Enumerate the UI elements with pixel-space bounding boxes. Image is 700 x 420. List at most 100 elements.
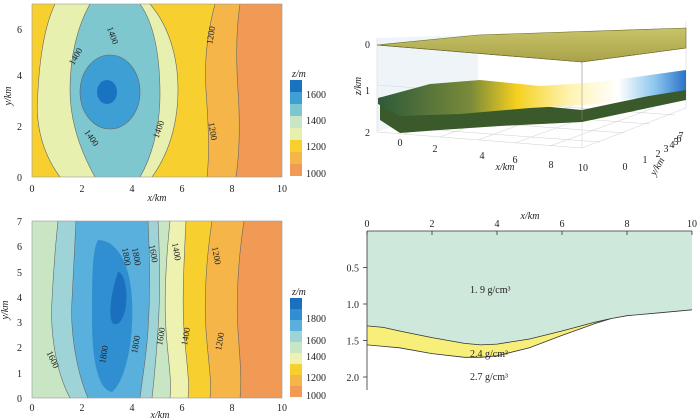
x-tick: 10 (277, 403, 287, 414)
y-tick: 0 (623, 162, 628, 173)
contour-label: 1600 (147, 244, 160, 264)
colorbar-tick: 1200 (306, 142, 326, 153)
zone-1700 (97, 80, 117, 104)
y-tick: 2 (17, 122, 22, 133)
y-tick: 1.0 (347, 300, 360, 311)
y-tick: 4 (17, 71, 22, 82)
zone-1900 (110, 272, 127, 325)
z-tick: 1 (365, 86, 370, 97)
x-tick: 4 (130, 184, 135, 195)
y-tick: 3 (17, 318, 22, 329)
x-axis-label: x/km (150, 410, 170, 420)
y-tick: 3 (664, 144, 669, 155)
colorbar-swatch (290, 152, 302, 164)
contour-label: 1400 (179, 326, 192, 346)
y-axis-ticks: 0.5 1.0 1.5 2.0 (347, 264, 367, 384)
x-tick: 0 (30, 184, 35, 195)
x-tick: 4 (495, 219, 500, 230)
layer-1.9 (367, 231, 692, 345)
z-tick: 2 (365, 128, 370, 139)
3d-model: 0 1 2 z/km 0 2 4 6 8 10 x/km 0 1 2 3 4 5… (353, 22, 687, 179)
x-tick: 4 (130, 403, 135, 414)
layer-label: 2.7 g/cm³ (470, 372, 508, 383)
layer-2.4 (367, 318, 611, 358)
y-tick: 2.0 (347, 373, 360, 384)
y-tick: 0 (17, 173, 22, 184)
colorbar-swatch (290, 342, 302, 353)
y-tick: 5 (674, 137, 679, 148)
layer-label: 2.4 g/cm³ (470, 349, 508, 360)
x-axis-label: x/km (520, 211, 540, 222)
y-tick: 7 (17, 217, 22, 228)
y-tick: 6 (17, 25, 22, 36)
colorbar-top: z/m 1600 1400 1200 1000 (290, 69, 326, 180)
y-tick: 4 (670, 140, 675, 151)
y-axis-bottom: 0 1 2 3 4 5 6 7 y/km (0, 217, 22, 405)
x-tick: 8 (549, 160, 554, 171)
z-tick: 0 (365, 40, 370, 51)
colorbar-swatch (290, 331, 302, 342)
colorbar-swatch (290, 140, 302, 152)
x-tick: 0 (30, 403, 35, 414)
3d-x-axis: 0 2 4 6 8 10 x/km (398, 138, 589, 174)
colorbar-swatch (290, 104, 302, 116)
contour-fill-bottom (32, 221, 282, 398)
y-tick: 6 (677, 134, 682, 145)
x-tick: 6 (560, 219, 565, 230)
y-tick: 1 (17, 369, 22, 380)
y-tick: 7 (679, 131, 684, 142)
colorbar-tick: 1600 (306, 336, 326, 347)
x-tick: 0 (398, 138, 403, 149)
colorbar-title: z/m (291, 69, 306, 80)
colorbar-swatch (290, 353, 302, 364)
x-tick: 6 (180, 184, 185, 195)
contour-labels-bottom: 1800 1800 1600 1400 1200 1800 1800 1600 … (45, 242, 227, 370)
colorbar-swatch (290, 92, 302, 104)
colorbar-swatch (290, 164, 302, 176)
cross-section: 0 2 4 6 8 10 0.5 1.0 1.5 2.0 x/km 1. 9 g/cm³ 2.4… (347, 211, 697, 390)
x-tick: 10 (687, 219, 697, 230)
z-axis-label: z/km (353, 77, 364, 96)
colorbar-title: z/m (291, 287, 306, 298)
x-tick: 6 (513, 155, 518, 166)
x-axis-top: 0 2 4 6 8 10 x/km (30, 184, 288, 204)
x-tick: 2 (430, 219, 435, 230)
x-tick: 10 (578, 163, 588, 174)
colorbar-swatch (290, 364, 302, 375)
3d-y-axis: 0 1 2 3 4 5 6 7 y/km (623, 131, 684, 179)
y-tick: 1 (643, 155, 648, 166)
3d-z-axis: 0 1 2 z/km (353, 40, 370, 139)
x-tick: 2 (80, 403, 85, 414)
contour-label: 1800 (130, 247, 143, 267)
colorbar-tick: 1000 (306, 391, 326, 402)
contour-label: 1200 (210, 246, 223, 266)
x-axis-bottom: 0 2 4 6 8 10 x/km (30, 403, 288, 420)
x-tick: 2 (433, 144, 438, 155)
y-axis-label: y/km (648, 156, 667, 179)
x-tick: 10 (277, 184, 287, 195)
y-axis-label: y/km (0, 301, 11, 321)
x-axis-ticks: 0 2 4 6 8 10 (365, 219, 697, 235)
x-axis-label: x/km (495, 162, 515, 173)
x-tick: 6 (180, 403, 185, 414)
colorbar-bottom: z/m 1800 1600 1400 1200 1000 (290, 287, 326, 402)
colorbar-swatch (290, 386, 302, 397)
colorbar-tick: 1800 (306, 314, 326, 325)
colorbar-swatch (290, 116, 302, 128)
colorbar-swatch (290, 309, 302, 320)
colorbar-tick: 1000 (306, 169, 326, 180)
x-tick: 2 (80, 184, 85, 195)
colorbar-swatch (290, 80, 302, 92)
colorbar-tick: 1400 (306, 352, 326, 363)
x-tick: 0 (365, 219, 370, 230)
colorbar-tick: 1200 (306, 373, 326, 384)
contour-label: 1200 (213, 331, 226, 351)
contour-label: 1200 (204, 25, 217, 45)
contour-label: 1800 (97, 344, 110, 364)
interface-upper (366, 309, 693, 346)
layer-label: 1. 9 g/cm³ (470, 285, 511, 296)
colorbar-swatch (290, 128, 302, 140)
y-axis-top: 0 2 4 6 y/km (3, 25, 22, 184)
x-tick: 8 (230, 184, 235, 195)
